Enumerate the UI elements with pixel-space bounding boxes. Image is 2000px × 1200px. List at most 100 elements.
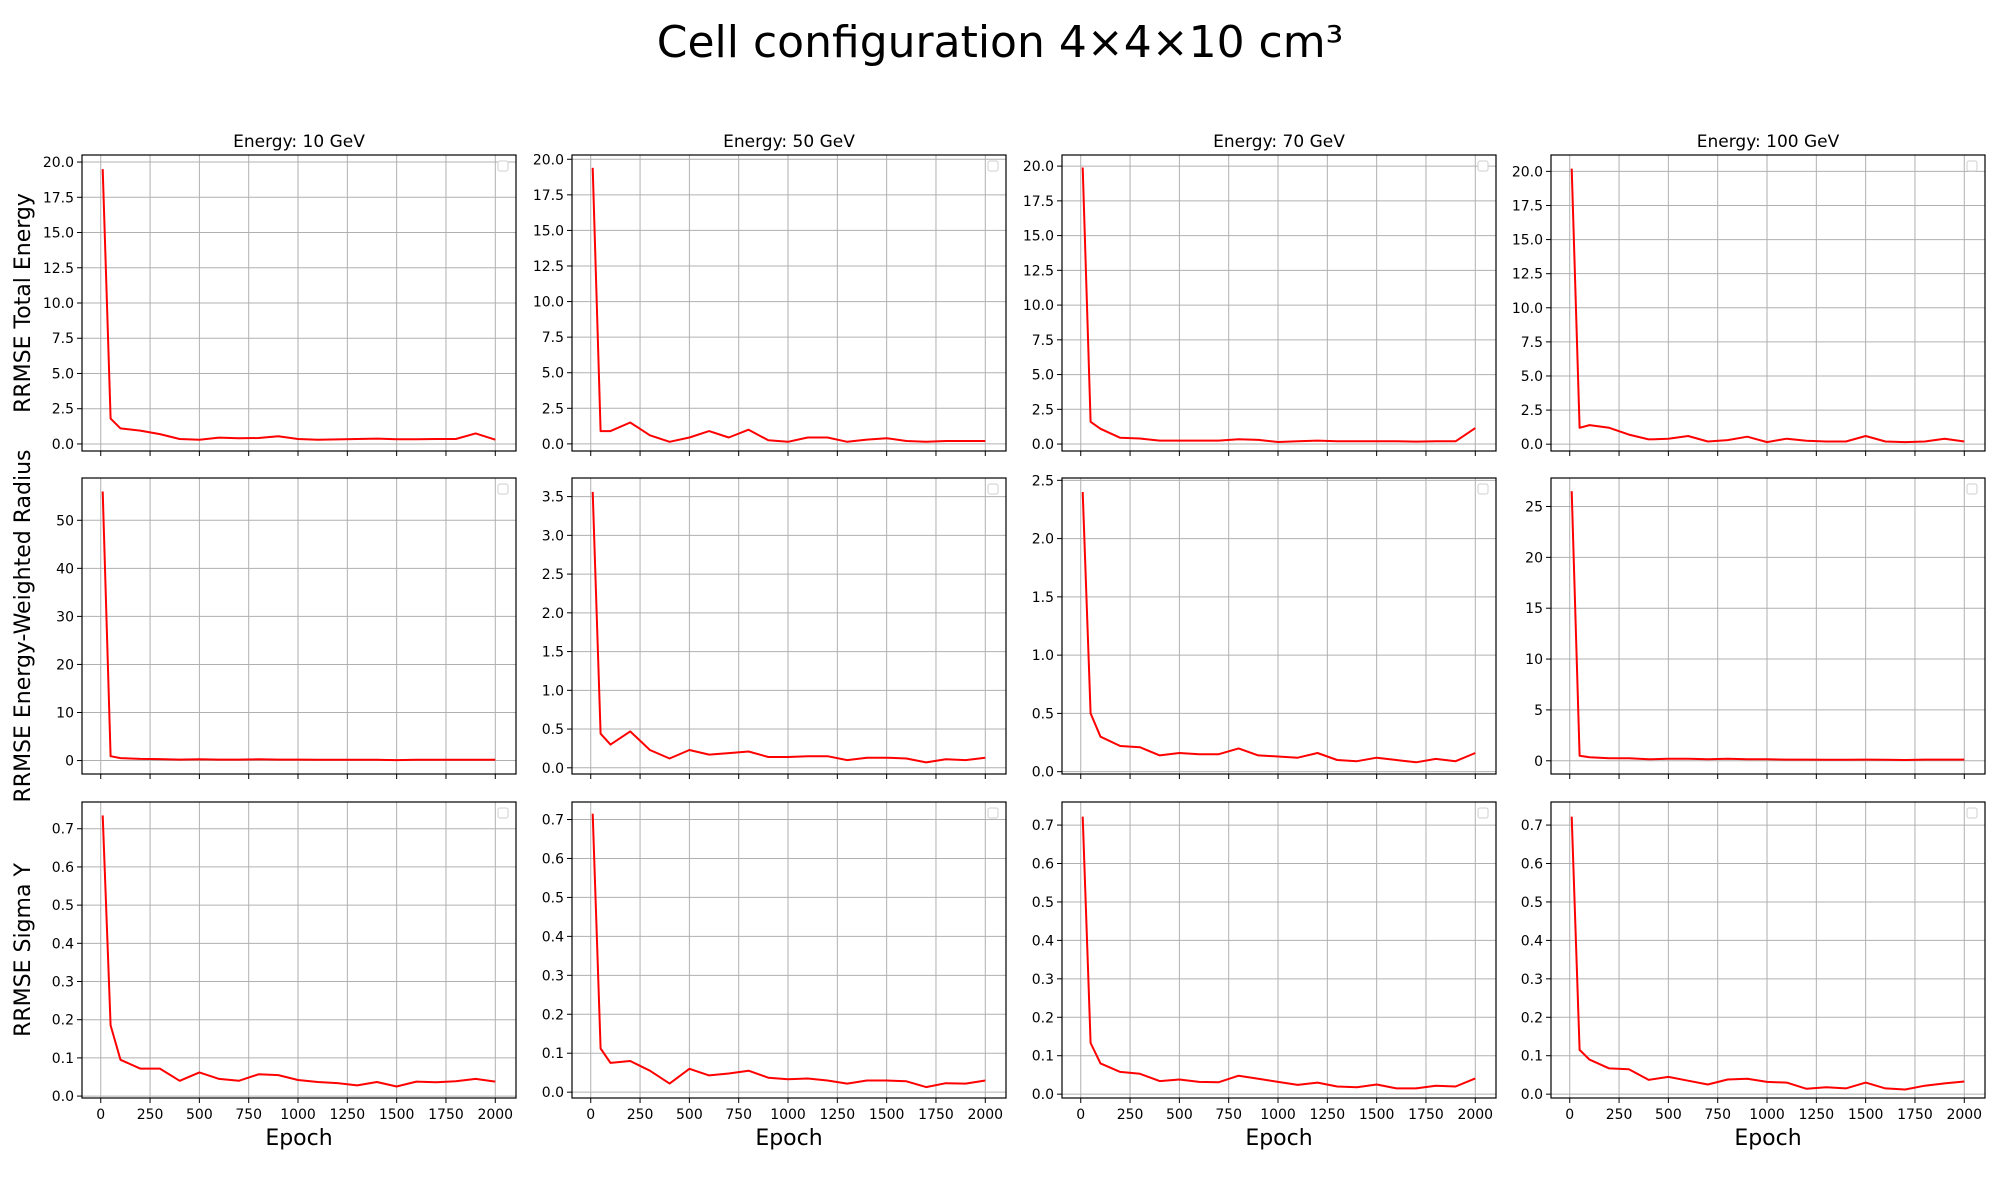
subplot-1: 0.0 2.5 5.0 7.5 10.0 12.5 15.0 17.5 20.0 Energy: … [11, 132, 517, 456]
y-tick-label: 40 [56, 561, 74, 577]
y-tick-label: 2.5 [542, 567, 564, 583]
x-tick-label: 1250 [330, 1107, 366, 1123]
y-tick-label: 10.0 [43, 296, 74, 312]
y-tick-label: 25 [1525, 499, 1543, 515]
y-tick-label: 10 [56, 705, 74, 721]
series-line [1081, 167, 1476, 443]
x-tick-label: 1500 [869, 1107, 905, 1123]
y-tick-label: 1.0 [542, 683, 564, 699]
y-tick-label: 15.0 [43, 226, 74, 242]
y-tick-label: 0.0 [1032, 1087, 1054, 1103]
y-tick-label: 0.1 [1032, 1049, 1054, 1065]
y-tick-label: 0.0 [52, 437, 74, 453]
y-tick-label: 0.5 [542, 890, 564, 906]
x-tick-label: 2000 [1946, 1107, 1982, 1123]
y-tick-label: 2.5 [52, 402, 74, 418]
y-tick-label: 0.6 [542, 851, 564, 867]
y-axis-label: RRMSE Sigma Y [11, 863, 36, 1037]
x-tick-label: 1750 [428, 1107, 464, 1123]
y-tick-label: 1.5 [1032, 590, 1054, 606]
y-tick-label: 7.5 [1032, 333, 1054, 349]
subplot-5: 0 10 20 30 40 50 RRMSE Energy-Weighted Radius [11, 450, 517, 803]
x-tick-label: 0 [96, 1107, 105, 1123]
y-tick-label: 12.5 [1023, 263, 1054, 279]
y-tick-label: 0.5 [52, 898, 74, 914]
y-tick-label: 0.0 [542, 1085, 564, 1101]
y-tick-label: 0.7 [1521, 818, 1543, 834]
subplot-4: 0.0 2.5 5.0 7.5 10.0 12.5 15.0 17.5 20.0 Energy: … [1512, 132, 1986, 456]
y-tick-label: 2.5 [1521, 403, 1543, 419]
series-line [101, 815, 496, 1088]
x-tick-label: 750 [725, 1107, 752, 1123]
legend-box [987, 160, 999, 172]
subplot-title: Energy: 10 GeV [233, 132, 365, 152]
y-tick-label: 0.0 [1032, 765, 1054, 781]
y-tick-label: 17.5 [1023, 194, 1054, 210]
legend-box [1966, 483, 1978, 495]
subplot-6: 0.0 0.5 1.0 1.5 2.0 2.5 3.0 3.5 [542, 477, 1007, 779]
y-tick-label: 17.5 [1512, 198, 1543, 214]
y-tick-label: 3.5 [542, 490, 564, 506]
x-tick-label: 1500 [379, 1107, 415, 1123]
y-tick-label: 20.0 [43, 155, 74, 171]
y-tick-label: 0.6 [1032, 857, 1054, 873]
legend-box [1477, 807, 1489, 819]
y-tick-label: 0.7 [542, 813, 564, 829]
y-tick-label: 0.3 [542, 968, 564, 984]
x-tick-label: 1500 [1359, 1107, 1395, 1123]
y-tick-label: 2.0 [542, 606, 564, 622]
x-tick-label: 1750 [918, 1107, 954, 1123]
x-tick-label: 1750 [1408, 1107, 1444, 1123]
series-line [591, 491, 986, 764]
y-tick-label: 30 [56, 609, 74, 625]
x-tick-label: 0 [1565, 1107, 1574, 1123]
y-tick-label: 5.0 [1521, 369, 1543, 385]
y-tick-label: 0.2 [52, 1013, 74, 1029]
y-tick-label: 0.3 [52, 975, 74, 991]
y-tick-label: 20.0 [1023, 159, 1054, 175]
axes-frame [81, 477, 517, 775]
legend-box [1477, 483, 1489, 495]
x-axis-label: Epoch [755, 1126, 822, 1151]
x-tick-label: 2000 [477, 1107, 513, 1123]
x-tick-label: 250 [627, 1107, 654, 1123]
y-tick-label: 12.5 [43, 261, 74, 277]
x-tick-label: 500 [1655, 1107, 1682, 1123]
x-tick-label: 1250 [1310, 1107, 1346, 1123]
x-tick-label: 1000 [1260, 1107, 1296, 1123]
y-tick-label: 0.6 [1521, 857, 1543, 873]
y-tick-label: 0 [65, 754, 74, 770]
y-tick-label: 2.5 [1032, 402, 1054, 418]
y-tick-label: 0.5 [542, 722, 564, 738]
y-tick-label: 15.0 [1023, 229, 1054, 245]
axes-frame [1061, 477, 1497, 775]
x-tick-label: 250 [1606, 1107, 1633, 1123]
x-tick-label: 1000 [770, 1107, 806, 1123]
legend-box [1477, 160, 1489, 172]
subplot-3: 0.0 2.5 5.0 7.5 10.0 12.5 15.0 17.5 20.0 Energy: … [1023, 132, 1497, 456]
subplot-grid: 0.0 2.5 5.0 7.5 10.0 12.5 15.0 17.5 20.0 Energy: … [11, 132, 1986, 1151]
x-tick-label: 2000 [1457, 1107, 1493, 1123]
y-tick-label: 0.4 [1032, 933, 1054, 949]
axes-frame [1550, 477, 1986, 775]
series-line [101, 169, 496, 441]
y-tick-label: 17.5 [43, 190, 74, 206]
y-tick-label: 20 [56, 657, 74, 673]
y-tick-label: 0.2 [1521, 1010, 1543, 1026]
y-tick-label: 10 [1525, 652, 1543, 668]
x-axis-label: Epoch [265, 1126, 332, 1151]
y-tick-label: 0.1 [52, 1051, 74, 1067]
x-tick-label: 750 [1215, 1107, 1242, 1123]
y-tick-label: 10.0 [1512, 301, 1543, 317]
y-tick-label: 20.0 [533, 152, 564, 168]
subplot-9: 0.0 0.1 0.2 0.3 0.4 0.5 0.6 0.7 0 250 500 750 1000 12… [11, 801, 517, 1151]
y-tick-label: 0.5 [1521, 895, 1543, 911]
subplot-title: Energy: 70 GeV [1213, 132, 1345, 152]
y-tick-label: 0.2 [1032, 1010, 1054, 1026]
y-tick-label: 0.4 [52, 936, 74, 952]
series-line [1081, 816, 1476, 1090]
y-tick-label: 0.3 [1521, 972, 1543, 988]
y-tick-label: 0.0 [542, 437, 564, 453]
x-tick-label: 2000 [967, 1107, 1003, 1123]
subplot-12: 0.0 0.1 0.2 0.3 0.4 0.5 0.6 0.7 0 250 500 750 1000 12… [1521, 801, 1986, 1151]
